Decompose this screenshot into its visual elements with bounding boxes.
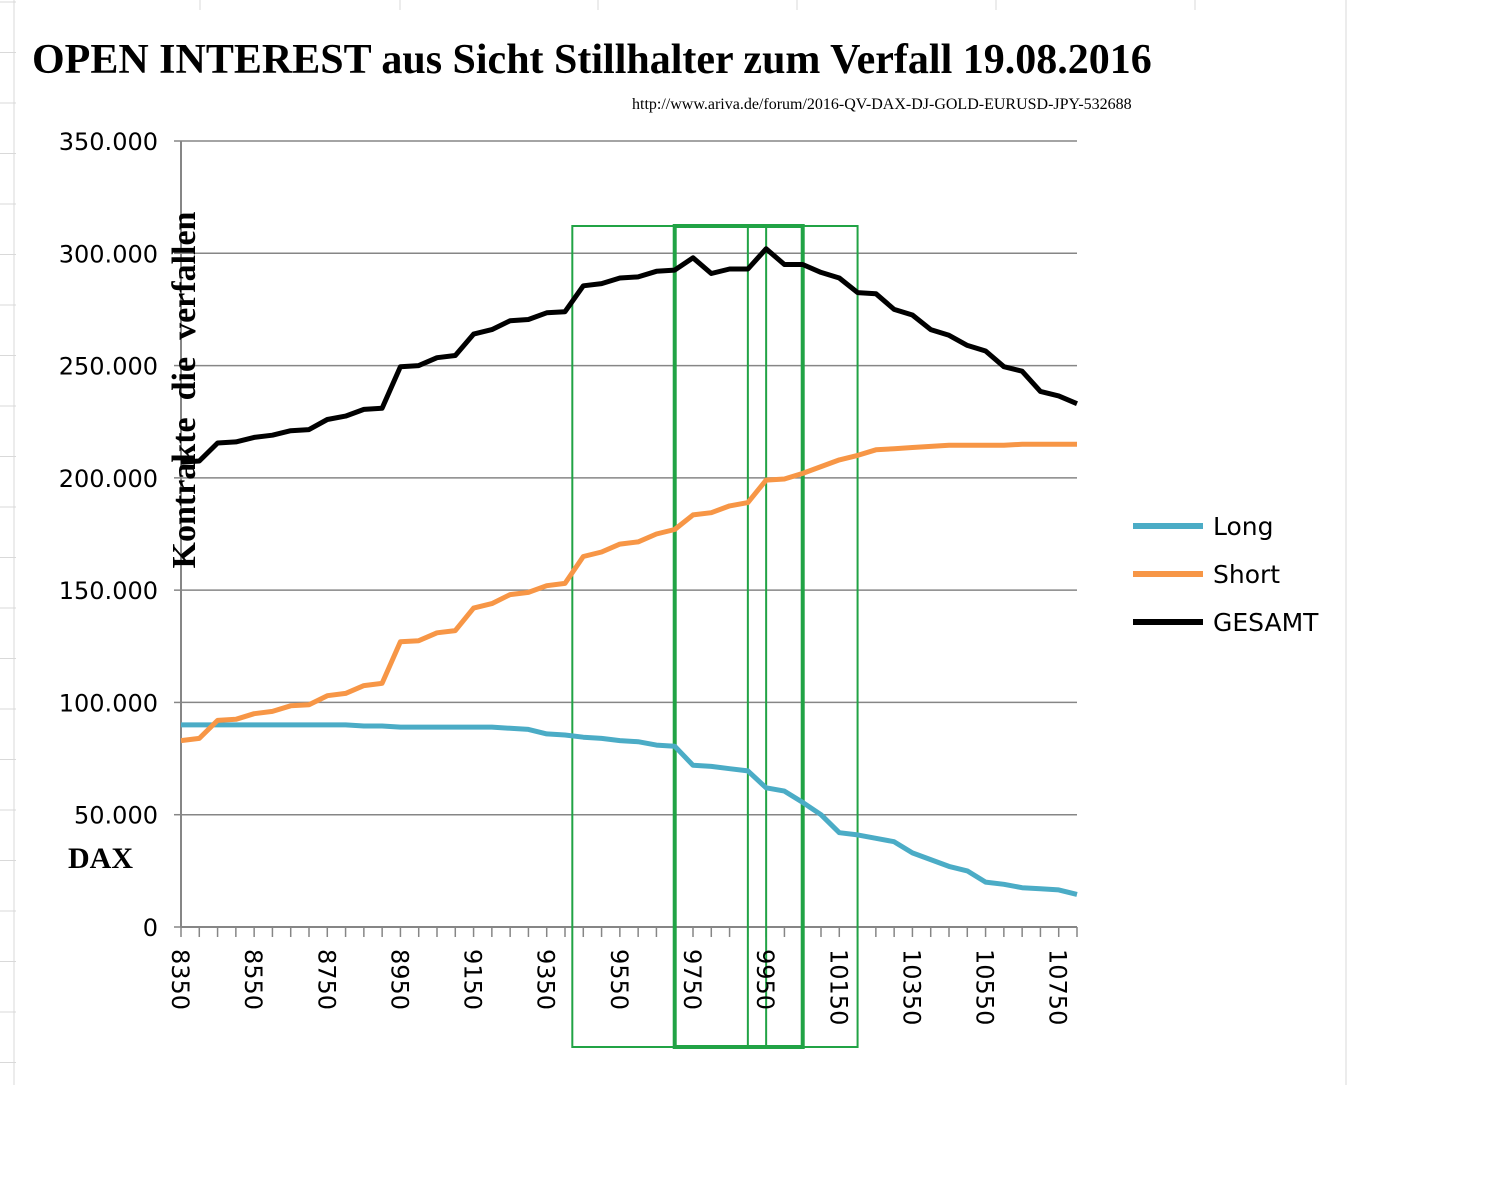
x-tick-label-12: 10750 <box>1044 949 1072 1025</box>
y-tick-label-1: 50.000 <box>74 802 158 830</box>
legend-label-short: Short <box>1213 559 1281 589</box>
source-url: http://www.ariva.de/forum/2016-QV-DAX-DJ… <box>632 96 1132 113</box>
x-axis-label: DAX <box>68 842 133 875</box>
legend-item-gesamt: GESAMT <box>1133 598 1318 646</box>
series-lines <box>180 246 1078 897</box>
chart-title: OPEN INTEREST aus Sicht Stillhalter zum … <box>32 37 1152 83</box>
highlight-box-1 <box>672 224 805 1049</box>
gridlines <box>181 140 1077 816</box>
y-tick-label-0: 0 <box>143 914 158 942</box>
legend-item-long: Long <box>1133 502 1318 550</box>
y-tick-label-2: 100.000 <box>59 689 158 717</box>
x-tick-label-7: 9750 <box>678 949 706 1010</box>
x-tick-label-8: 9950 <box>751 949 779 1010</box>
series-line-long <box>181 722 1078 897</box>
y-tick-label-3: 150.000 <box>59 577 158 605</box>
y-tick-label-5: 250.000 <box>59 353 158 381</box>
legend-swatch-gesamt <box>1133 619 1203 625</box>
y-tick-label-7: 350.000 <box>59 128 158 156</box>
highlight-box-0 <box>571 225 749 1048</box>
legend-label-long: Long <box>1213 511 1274 541</box>
spreadsheet-grid <box>0 0 1347 1085</box>
y-tick-label-6: 300.000 <box>59 240 158 268</box>
legend-swatch-short <box>1133 571 1203 577</box>
y-axis-label: Kontrakte die verfallen <box>166 211 203 569</box>
x-tick-labels: 8350 8550 8750 8950 9150 9350 9550 9750 9950 1015… <box>166 949 1072 1025</box>
x-tick-label-9: 10150 <box>824 949 852 1025</box>
x-tick-label-4: 9150 <box>459 949 487 1010</box>
x-tick-label-0: 8350 <box>166 949 194 1010</box>
highlight-boxes <box>571 224 859 1049</box>
axes <box>174 140 1078 937</box>
x-tick-label-10: 10350 <box>897 949 925 1025</box>
legend-item-short: Short <box>1133 550 1318 598</box>
legend-swatch-long <box>1133 523 1203 529</box>
legend-label-gesamt: GESAMT <box>1213 607 1319 637</box>
legend: Long Short GESAMT <box>1133 502 1318 646</box>
y-tick-labels: 0 50.000 100.000 150.000 200.000 250.000 300.0… <box>59 128 158 942</box>
x-tick-label-2: 8750 <box>312 949 340 1010</box>
highlight-box-2 <box>765 225 859 1048</box>
y-tick-label-4: 200.000 <box>59 465 158 493</box>
x-tick-label-5: 9350 <box>532 949 560 1010</box>
series-line-gesamt <box>180 246 1078 465</box>
x-tick-label-3: 8950 <box>385 949 413 1010</box>
series-line-short <box>180 441 1077 744</box>
x-tick-label-11: 10550 <box>971 949 999 1025</box>
x-tick-label-6: 9550 <box>605 949 633 1010</box>
x-tick-label-1: 8550 <box>239 949 267 1010</box>
